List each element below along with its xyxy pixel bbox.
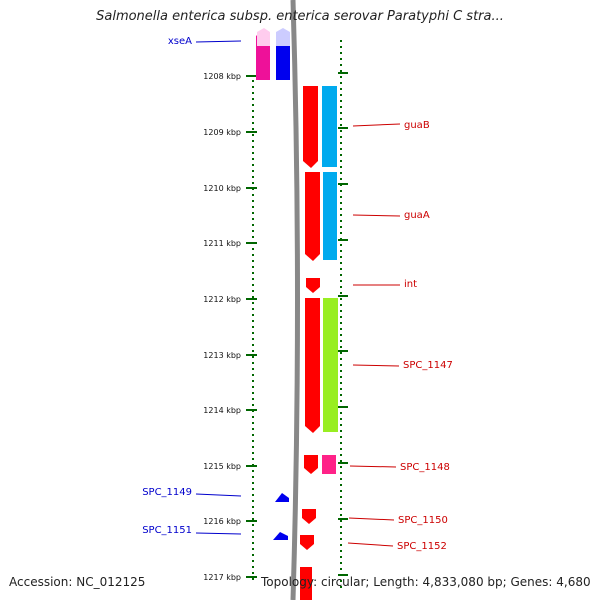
gene-block xyxy=(305,298,320,433)
leader-line xyxy=(195,40,242,43)
leader-line xyxy=(352,214,401,217)
leader-line xyxy=(347,542,394,547)
gene-block xyxy=(323,172,337,260)
scale-label: 1210 kbp xyxy=(203,184,241,193)
scale-label: 1216 kbp xyxy=(203,517,241,526)
gene-block xyxy=(306,278,320,293)
scale-label: 1209 kbp xyxy=(203,128,241,137)
gene-label: int xyxy=(404,279,417,290)
gene-block xyxy=(300,535,314,550)
scale-ticks xyxy=(246,72,348,578)
gene-block xyxy=(300,567,312,600)
map-title: Salmonella enterica subsp. enterica sero… xyxy=(96,9,504,24)
gene-label: xseA xyxy=(168,36,192,47)
gene-label: SPC_1148 xyxy=(400,462,450,473)
leader-line xyxy=(352,123,401,127)
gene-block xyxy=(322,86,337,167)
gene-labels: xseA SPC_1149 SPC_1151 guaB guaA int SPC_1147 S… xyxy=(142,36,453,552)
gene-block xyxy=(302,509,316,524)
gene-label: guaB xyxy=(404,120,430,131)
gene-block xyxy=(276,28,290,46)
gene-block xyxy=(304,455,318,474)
gene-block xyxy=(275,493,289,502)
gene-block xyxy=(257,28,270,46)
gene-block xyxy=(305,172,320,261)
gene-label: SPC_1149 xyxy=(142,487,192,498)
scale-label: 1213 kbp xyxy=(203,351,241,360)
leader-line xyxy=(195,493,242,497)
gene-label: guaA xyxy=(404,210,430,221)
gene-label: SPC_1151 xyxy=(142,525,192,536)
gene-label: SPC_1150 xyxy=(398,515,448,526)
accession-text: Accession: NC_012125 xyxy=(9,575,146,589)
leader-line xyxy=(348,517,395,521)
scale-label: 1208 kbp xyxy=(203,72,241,81)
scale-label: 1214 kbp xyxy=(203,406,241,415)
topology-text: Topology: circular; Length: 4,833,080 bp… xyxy=(261,575,591,589)
scale-label: 1211 kbp xyxy=(203,239,241,248)
leader-line xyxy=(195,532,242,535)
gene-block xyxy=(303,86,318,168)
genome-backbone xyxy=(290,0,300,600)
scale-label: 1212 kbp xyxy=(203,295,241,304)
gene-block xyxy=(323,298,338,432)
gene-block xyxy=(273,532,288,540)
gene-label: SPC_1152 xyxy=(397,541,447,552)
gene-label: SPC_1147 xyxy=(403,360,453,371)
scale-labels: 1208 kbp 1209 kbp 1210 kbp 1211 kbp 1212 kbp… xyxy=(203,72,241,582)
scale-label: 1215 kbp xyxy=(203,462,241,471)
gene-block xyxy=(322,455,336,474)
gene-blocks xyxy=(256,28,338,600)
leader-line xyxy=(349,465,397,468)
leader-line xyxy=(352,364,400,367)
scale-label: 1217 kbp xyxy=(203,573,241,582)
